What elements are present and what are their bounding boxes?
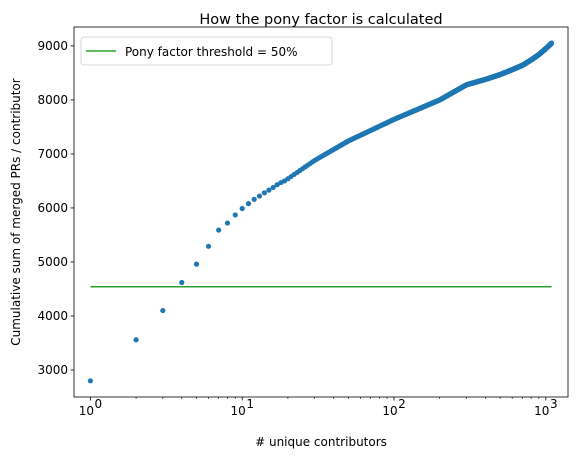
x-tick-exponent: 2 xyxy=(398,397,406,411)
scatter-point xyxy=(261,190,267,196)
x-tick-label: 10 xyxy=(534,404,549,418)
x-tick-exponent: 3 xyxy=(550,397,558,411)
scatter-series xyxy=(87,40,555,384)
legend-label: Pony factor threshold = 50% xyxy=(125,45,298,59)
y-tick-label: 7000 xyxy=(37,147,68,161)
scatter-point xyxy=(251,196,257,202)
scatter-point xyxy=(256,193,263,199)
y-tick-label: 8000 xyxy=(37,93,68,107)
scatter-point xyxy=(224,220,231,226)
y-tick-label: 9000 xyxy=(37,39,68,53)
scatter-point xyxy=(160,307,166,314)
scatter-point xyxy=(548,40,555,46)
y-axis: 3000 4000 5000 6000 7000 8000 9000 xyxy=(37,39,74,377)
scatter-point xyxy=(245,201,252,207)
legend: Pony factor threshold = 50% xyxy=(80,36,333,66)
x-axis: 10 0 10 1 10 2 10 3 xyxy=(79,397,558,418)
scatter-point xyxy=(232,212,238,218)
x-axis-label: # unique contributors xyxy=(255,435,387,449)
scatter-point xyxy=(270,184,276,191)
scatter-point xyxy=(193,261,200,267)
chart-title: How the pony factor is calculated xyxy=(199,12,442,28)
plot-area xyxy=(73,26,569,398)
y-tick-label: 6000 xyxy=(37,201,68,215)
scatter-point xyxy=(133,337,139,343)
y-tick-label: 4000 xyxy=(37,309,68,323)
scatter-point xyxy=(216,227,222,233)
scatter-point xyxy=(239,205,245,212)
y-tick-label: 3000 xyxy=(37,363,68,377)
x-tick-exponent: 1 xyxy=(246,397,254,411)
x-tick-label: 10 xyxy=(231,404,246,418)
scatter-point xyxy=(87,378,93,384)
x-tick-label: 10 xyxy=(79,404,94,418)
y-tick-label: 5000 xyxy=(37,255,68,269)
scatter-point xyxy=(205,243,212,249)
plot-frame xyxy=(73,26,569,398)
x-tick-label: 10 xyxy=(382,404,397,418)
x-tick-exponent: 0 xyxy=(95,397,103,411)
scatter-point xyxy=(266,187,272,193)
legend-box xyxy=(80,36,333,66)
y-axis-label: Cumulative sum of merged PRs / contribut… xyxy=(9,78,23,346)
scatter-point xyxy=(274,182,280,188)
scatter-point xyxy=(179,279,185,286)
